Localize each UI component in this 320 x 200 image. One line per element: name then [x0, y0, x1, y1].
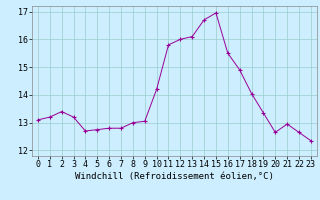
X-axis label: Windchill (Refroidissement éolien,°C): Windchill (Refroidissement éolien,°C) [75, 172, 274, 181]
